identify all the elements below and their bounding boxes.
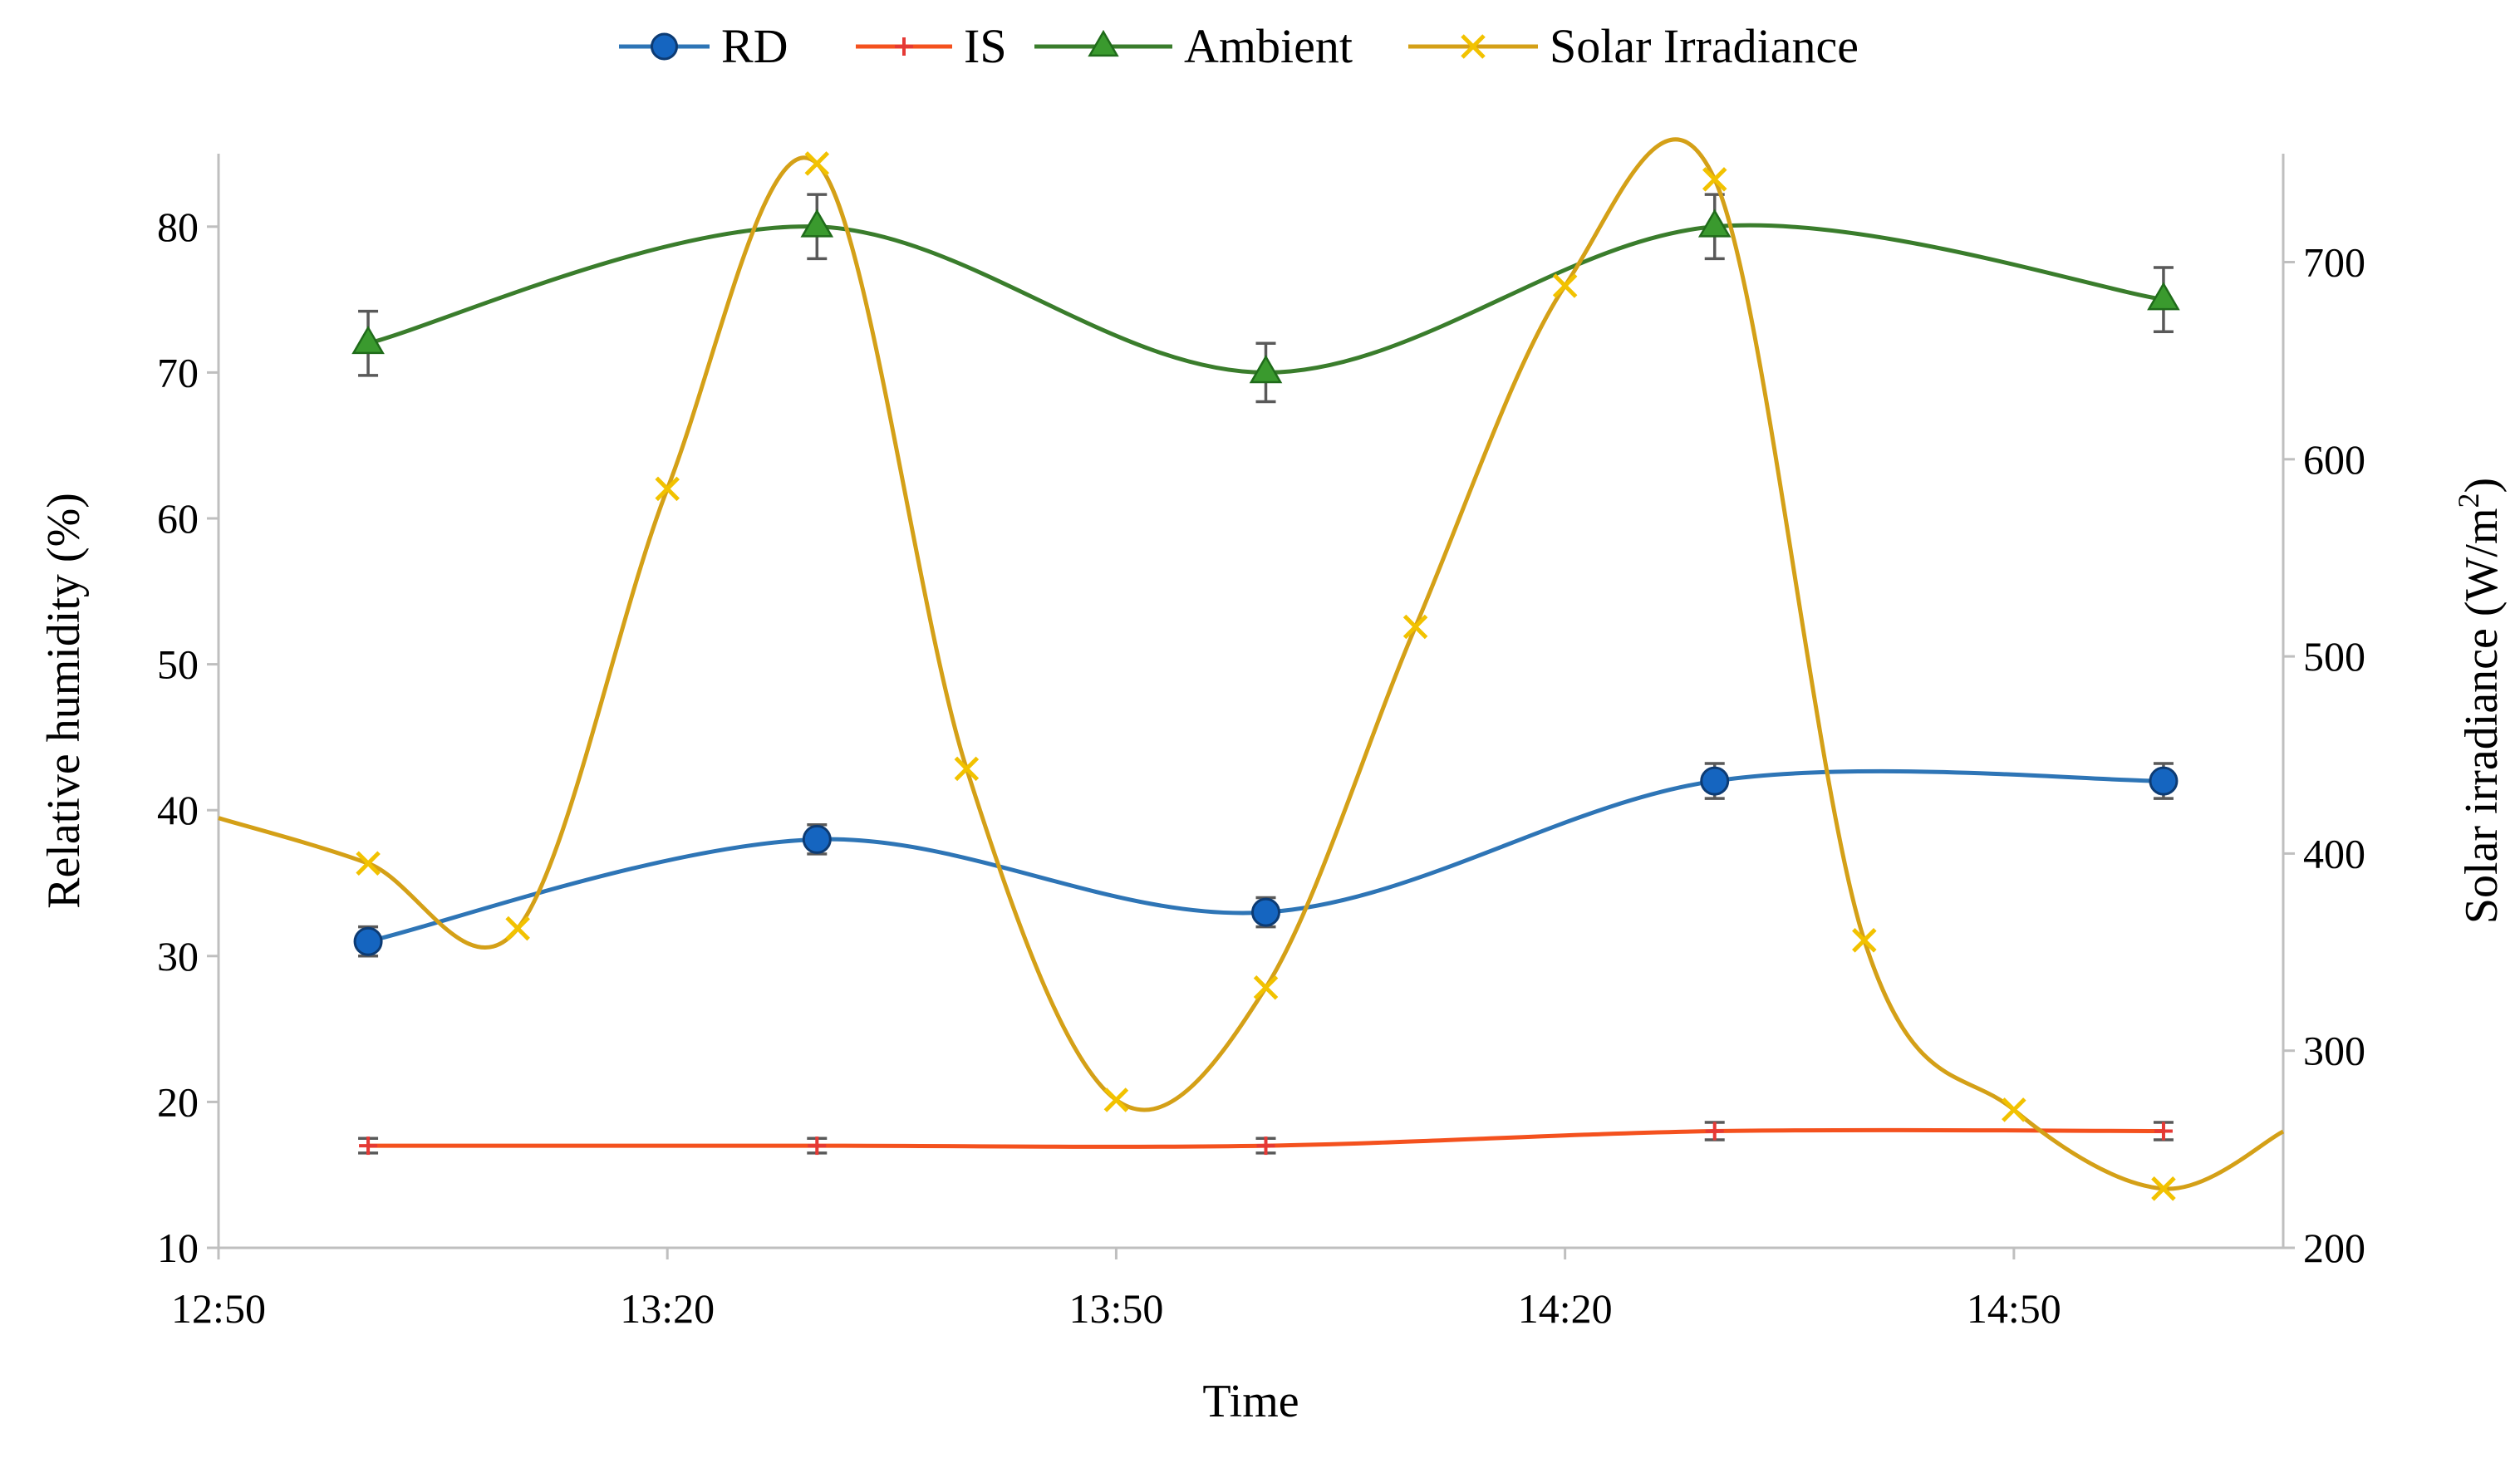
y-tick-label: 50 xyxy=(157,641,199,688)
y-tick-label: 60 xyxy=(157,495,199,542)
x-marker-b xyxy=(954,756,980,782)
x-marker-b xyxy=(1103,1087,1129,1112)
data-point-solar-irradiance xyxy=(2002,1097,2026,1122)
data-point-rd xyxy=(353,926,383,956)
legend-marker xyxy=(651,32,678,61)
data-point-solar-irradiance xyxy=(1103,1087,1129,1112)
x-marker-b xyxy=(2002,1097,2026,1122)
x-marker-b xyxy=(655,476,680,502)
x-marker-b xyxy=(505,916,530,941)
data-point-solar-irradiance xyxy=(1253,974,1279,1000)
plot-area xyxy=(218,137,2285,1201)
x-marker-b xyxy=(2151,1176,2176,1201)
x-marker-b xyxy=(1402,614,1428,640)
x-tick-label: 13:20 xyxy=(620,1285,715,1332)
y-axis-title: Relative humidity (%) xyxy=(38,493,90,909)
legend-label: RD xyxy=(721,19,788,73)
data-point-rd xyxy=(2149,766,2179,796)
data-point-solar-irradiance xyxy=(1702,167,1727,192)
series-is xyxy=(358,1121,2174,1156)
data-point-is xyxy=(808,1136,827,1156)
y2-axis-title-superscript: 2 xyxy=(2452,493,2485,508)
legend-item-rd: RD xyxy=(619,19,788,73)
y2-tick-label: 400 xyxy=(2303,830,2365,876)
y2-tick-label: 300 xyxy=(2303,1028,2365,1074)
x-tick-label: 14:20 xyxy=(1518,1285,1613,1332)
x-marker-b xyxy=(804,151,830,176)
y2-tick-label: 700 xyxy=(2303,239,2365,286)
data-point-is xyxy=(1705,1122,1724,1141)
y-tick-label: 30 xyxy=(157,933,199,979)
legend-marker xyxy=(1461,34,1486,59)
y2-tick-label: 200 xyxy=(2303,1225,2365,1271)
data-point-solar-irradiance xyxy=(655,476,680,502)
legend-label: Ambient xyxy=(1184,19,1353,73)
data-point-solar-irradiance xyxy=(1402,614,1428,640)
x-marker-b xyxy=(1552,273,1578,298)
y-tick-label: 20 xyxy=(157,1078,199,1125)
x-marker-b xyxy=(1852,928,1877,953)
data-point-ambient xyxy=(1697,209,1732,238)
data-point-ambient xyxy=(800,209,834,238)
y-tick-label: 10 xyxy=(157,1225,199,1271)
legend-item-is: IS xyxy=(856,19,1007,73)
data-point-is xyxy=(2154,1122,2173,1141)
series-ambient xyxy=(351,193,2180,404)
series-solar-irradiance xyxy=(218,137,2285,1201)
legend-marker xyxy=(895,37,913,56)
x-axis-title: Time xyxy=(1202,1376,1299,1427)
data-point-solar-irradiance xyxy=(804,151,830,176)
legend-marker xyxy=(1088,29,1119,57)
x-tick-label: 13:50 xyxy=(1068,1285,1163,1332)
legend-item-ambient: Ambient xyxy=(1034,19,1353,73)
legend-item-solar-irradiance: Solar Irradiance xyxy=(1408,19,1859,73)
data-point-rd xyxy=(1700,766,1730,796)
data-point-is xyxy=(1256,1136,1275,1156)
data-point-solar-irradiance xyxy=(1852,928,1877,953)
y2-axis-title-close: ) xyxy=(2456,478,2508,493)
data-point-solar-irradiance xyxy=(356,851,381,876)
legend-label: IS xyxy=(964,19,1007,73)
x-tick-label: 12:50 xyxy=(171,1285,266,1332)
series-line-solar-irradiance xyxy=(218,137,2285,1191)
y-tick-label: 40 xyxy=(157,787,199,833)
data-point-ambient xyxy=(2147,282,2180,311)
data-point-rd xyxy=(802,824,832,854)
y2-axis-title: Solar irradiance (W/m2) xyxy=(2452,478,2508,924)
y-tick-label: 70 xyxy=(157,349,199,395)
legend-label: Solar Irradiance xyxy=(1550,19,1859,73)
data-point-solar-irradiance xyxy=(505,916,530,941)
data-point-solar-irradiance xyxy=(954,756,980,782)
x-marker-b xyxy=(356,851,381,876)
data-point-ambient xyxy=(351,325,385,355)
y2-tick-label: 600 xyxy=(2303,436,2365,483)
data-point-solar-irradiance xyxy=(2151,1176,2176,1201)
series-rd xyxy=(353,762,2179,958)
axes: 10 20 30 40 50 60 70 80 200 300 400 500 600 700 12:50 1… xyxy=(157,154,2365,1332)
y2-tick-label: 500 xyxy=(2303,633,2365,680)
data-point-rd xyxy=(1251,897,1281,927)
x-tick-label: 14:50 xyxy=(1967,1285,2061,1332)
x-marker-b xyxy=(1702,167,1727,192)
data-point-is xyxy=(359,1136,378,1156)
x-marker-b xyxy=(1461,34,1486,59)
data-point-solar-irradiance xyxy=(1552,273,1578,298)
data-point-ambient xyxy=(1249,355,1283,384)
y2-axis-title-main: Solar irradiance (W/m xyxy=(2456,508,2508,924)
y-tick-label: 80 xyxy=(157,204,199,250)
x-marker-b xyxy=(1253,974,1279,1000)
legend: RD IS Ambient Solar Irradiance xyxy=(619,19,1859,73)
